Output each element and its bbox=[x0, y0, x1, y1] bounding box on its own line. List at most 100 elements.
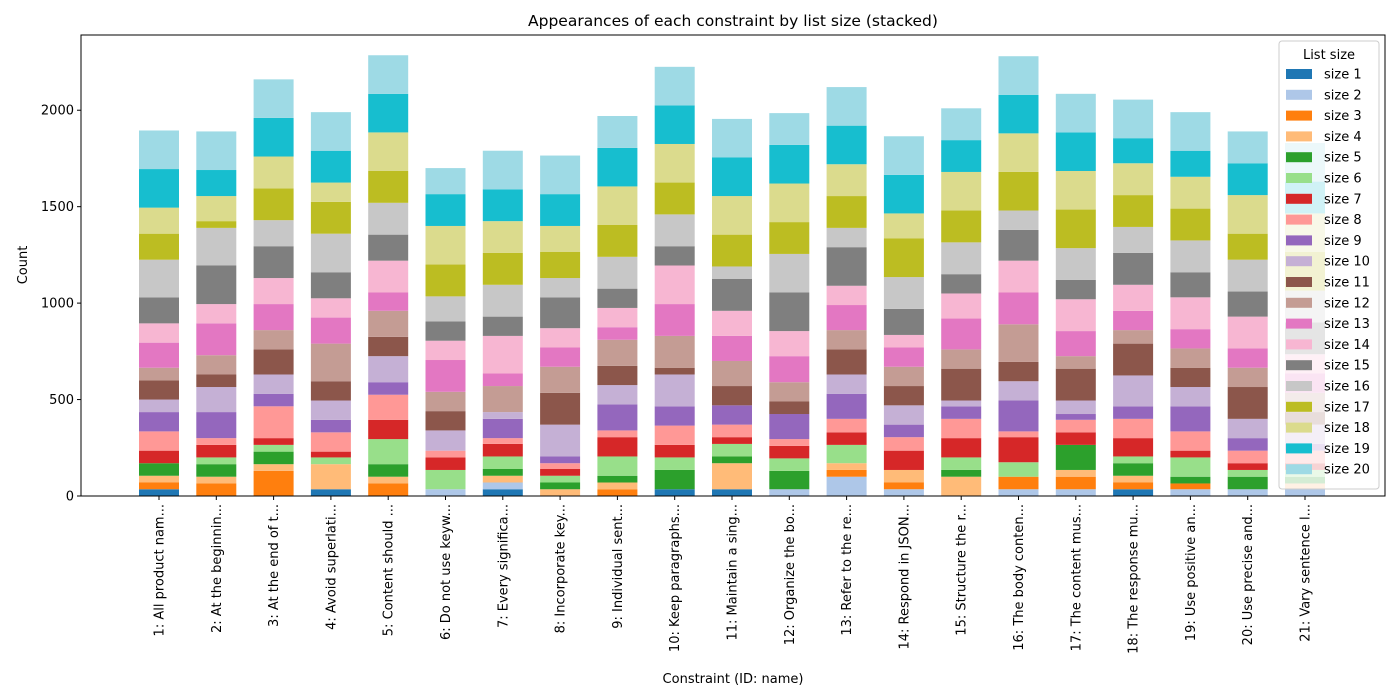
bar-segment-c7-s17 bbox=[482, 252, 523, 285]
bar-segment-c10-s13 bbox=[654, 304, 695, 336]
bar-segment-c20-s7 bbox=[1227, 463, 1268, 470]
bar-segment-c8-s4 bbox=[540, 489, 581, 496]
bar-segment-c10-s8 bbox=[654, 425, 695, 445]
bar-segment-c2-s10 bbox=[196, 387, 237, 413]
x-tick-label: 18: The response mu... bbox=[1127, 504, 1142, 654]
bar-segment-c17-s11 bbox=[1055, 368, 1096, 401]
bar-segment-c6-s16 bbox=[425, 296, 466, 322]
plot-frame bbox=[80, 34, 1386, 497]
bar-segment-c17-s14 bbox=[1055, 299, 1096, 332]
bar-segment-c1-s15 bbox=[139, 297, 179, 324]
bar-segment-c18-s9 bbox=[1113, 406, 1154, 419]
bar-segment-c12-s18 bbox=[769, 183, 810, 223]
bar-segment-c12-s5 bbox=[769, 470, 810, 490]
bar-segment-c18-s17 bbox=[1113, 195, 1154, 227]
bar-segment-c16-s17 bbox=[998, 171, 1039, 211]
bar-segment-c11-s20 bbox=[712, 118, 752, 158]
bar-segment-c7-s19 bbox=[482, 189, 523, 222]
bar-segment-c7-s5 bbox=[482, 469, 523, 476]
bar-segment-c3-s19 bbox=[253, 117, 294, 157]
x-tick-label: 11: Maintain a sing... bbox=[726, 504, 741, 641]
bar-segment-c8-s12 bbox=[540, 366, 581, 393]
bar-segment-c15-s6 bbox=[941, 457, 982, 470]
bar-segment-c2-s11 bbox=[196, 374, 237, 388]
legend-swatch-15 bbox=[1286, 360, 1312, 371]
bar-segment-c5-s13 bbox=[368, 292, 409, 311]
bar-segment-c6-s10 bbox=[425, 430, 466, 451]
bar-segment-c19-s17 bbox=[1170, 208, 1211, 241]
bar-segment-c5-s16 bbox=[368, 202, 409, 235]
bar-segment-c7-s7 bbox=[482, 443, 523, 457]
bar-segment-c5-s6 bbox=[368, 439, 409, 465]
legend-label-17: size 17 bbox=[1324, 400, 1370, 415]
bar-segment-c11-s16 bbox=[712, 266, 752, 279]
bar-segment-c17-s20 bbox=[1055, 93, 1096, 133]
bar-segment-c18-s1 bbox=[1113, 489, 1154, 496]
bar-segment-c14-s9 bbox=[883, 424, 924, 438]
bar-segment-c13-s9 bbox=[826, 393, 867, 419]
bar-segment-c7-s20 bbox=[482, 150, 523, 190]
bar-segment-c1-s16 bbox=[139, 259, 179, 298]
bar-segment-c1-s8 bbox=[139, 431, 179, 451]
legend-label-2: size 2 bbox=[1324, 88, 1362, 103]
bar-segment-c3-s14 bbox=[253, 278, 294, 305]
bar-segment-c4-s7 bbox=[310, 451, 351, 458]
bar-segment-c18-s6 bbox=[1113, 456, 1154, 464]
bar-segment-c12-s13 bbox=[769, 356, 810, 383]
bar-segment-c1-s13 bbox=[139, 342, 179, 368]
bars-group bbox=[139, 55, 1325, 496]
x-tick-label: 3: At the end of t... bbox=[267, 504, 282, 627]
bar-segment-c2-s8 bbox=[196, 438, 237, 445]
legend-label-18: size 18 bbox=[1324, 421, 1370, 436]
bar-segment-c14-s12 bbox=[883, 366, 924, 387]
bar-segment-c14-s14 bbox=[883, 334, 924, 348]
bar-segment-c10-s5 bbox=[654, 469, 695, 490]
x-tick-label: 5: Content should ... bbox=[382, 504, 397, 636]
bar-segment-c2-s13 bbox=[196, 323, 237, 356]
legend-swatch-13 bbox=[1286, 318, 1312, 329]
bar-segment-c9-s20 bbox=[597, 116, 638, 148]
bar-segment-c13-s4 bbox=[826, 463, 867, 470]
bar-segment-c12-s2 bbox=[769, 489, 810, 496]
bar-segment-c17-s9 bbox=[1055, 414, 1096, 420]
bar-segment-c14-s13 bbox=[883, 347, 924, 367]
bar-segment-c5-s15 bbox=[368, 234, 409, 261]
bar-segment-c16-s15 bbox=[998, 229, 1039, 261]
bar-segment-c14-s18 bbox=[883, 213, 924, 239]
bar-segment-c15-s9 bbox=[941, 406, 982, 419]
bar-segment-c2-s4 bbox=[196, 476, 237, 484]
bar-segment-c9-s8 bbox=[597, 430, 638, 438]
bar-segment-c17-s10 bbox=[1055, 400, 1096, 415]
x-tick-label: 14: Respond in JSON... bbox=[897, 504, 912, 650]
bar-segment-c3-s20 bbox=[253, 79, 294, 118]
bar-segment-c5-s10 bbox=[368, 356, 409, 383]
bar-segment-c18-s16 bbox=[1113, 226, 1154, 253]
x-tick-label: 9: Individual sent... bbox=[611, 504, 626, 629]
bar-segment-c17-s19 bbox=[1055, 132, 1096, 171]
bar-segment-c2-s12 bbox=[196, 355, 237, 375]
bar-segment-c6-s15 bbox=[425, 321, 466, 341]
bar-segment-c16-s2 bbox=[998, 489, 1039, 496]
bar-segment-c15-s10 bbox=[941, 400, 982, 407]
bar-segment-c15-s15 bbox=[941, 274, 982, 294]
bar-segment-c8-s14 bbox=[540, 328, 581, 348]
x-tick-label: 1: All product nam... bbox=[153, 504, 168, 636]
bar-segment-c10-s16 bbox=[654, 214, 695, 247]
bar-segment-c16-s6 bbox=[998, 462, 1039, 477]
bar-segment-c2-s18 bbox=[196, 196, 237, 222]
bar-segment-c13-s10 bbox=[826, 374, 867, 394]
bar-segment-c15-s13 bbox=[941, 318, 982, 350]
bar-segment-c11-s11 bbox=[712, 386, 752, 406]
legend-label-7: size 7 bbox=[1324, 192, 1362, 207]
bar-segment-c4-s14 bbox=[310, 298, 351, 318]
bar-segment-c3-s10 bbox=[253, 374, 294, 394]
bar-segment-c10-s12 bbox=[654, 335, 695, 368]
bar-segment-c19-s10 bbox=[1170, 387, 1211, 407]
bar-segment-c5-s20 bbox=[368, 55, 409, 94]
bar-segment-c9-s18 bbox=[597, 186, 638, 225]
bar-segment-c8-s7 bbox=[540, 469, 581, 476]
bar-segment-c18-s12 bbox=[1113, 330, 1154, 344]
x-tick-label: 16: The body conten... bbox=[1012, 504, 1027, 651]
bar-segment-c5-s3 bbox=[368, 483, 409, 496]
bar-segment-c13-s2 bbox=[826, 476, 867, 496]
